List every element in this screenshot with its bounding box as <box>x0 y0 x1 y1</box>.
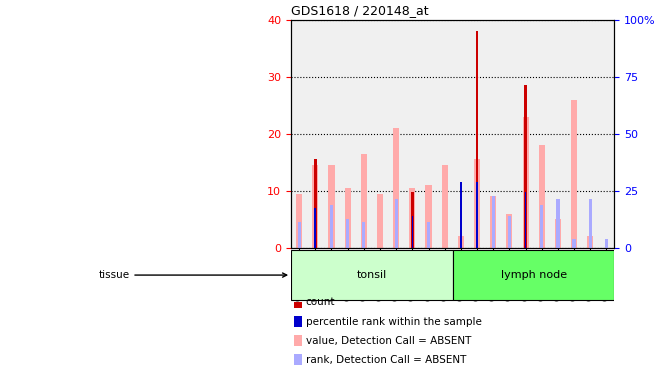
Bar <box>605 239 608 248</box>
Bar <box>490 196 496 248</box>
Bar <box>314 202 317 248</box>
Bar <box>362 222 366 248</box>
Bar <box>294 335 302 346</box>
Bar <box>346 219 349 248</box>
Text: rank, Detection Call = ABSENT: rank, Detection Call = ABSENT <box>306 355 466 365</box>
Bar <box>442 165 447 248</box>
Bar <box>315 208 316 248</box>
Bar <box>294 297 302 308</box>
Bar <box>312 165 318 248</box>
Bar <box>525 192 526 248</box>
Bar <box>474 159 480 248</box>
Bar <box>345 188 350 248</box>
Bar <box>524 202 527 248</box>
Bar <box>571 99 577 248</box>
Bar <box>427 222 430 248</box>
Bar <box>393 128 399 248</box>
Text: GDS1618 / 220148_at: GDS1618 / 220148_at <box>291 4 428 17</box>
Bar <box>298 222 301 248</box>
Bar <box>411 219 414 248</box>
Bar <box>412 216 413 248</box>
Bar <box>572 239 576 248</box>
Bar <box>294 316 302 327</box>
Bar <box>411 192 414 248</box>
Bar <box>294 354 302 365</box>
Text: tissue: tissue <box>98 270 286 280</box>
Bar <box>476 31 478 248</box>
Text: tonsil: tonsil <box>357 270 387 280</box>
FancyBboxPatch shape <box>453 251 614 300</box>
Bar <box>587 236 593 248</box>
Bar <box>458 236 464 248</box>
Bar <box>556 199 560 248</box>
FancyBboxPatch shape <box>291 251 453 300</box>
Bar <box>314 159 317 248</box>
Bar <box>377 194 383 248</box>
Bar <box>395 199 398 248</box>
Bar <box>460 182 461 248</box>
Bar <box>539 145 544 248</box>
Text: count: count <box>306 297 335 307</box>
Bar <box>540 205 543 248</box>
Bar <box>409 188 415 248</box>
Text: value, Detection Call = ABSENT: value, Detection Call = ABSENT <box>306 336 471 346</box>
Bar <box>330 205 333 248</box>
Text: lymph node: lymph node <box>500 270 567 280</box>
Bar <box>506 213 512 248</box>
Text: percentile rank within the sample: percentile rank within the sample <box>306 316 482 327</box>
Bar <box>361 154 367 248</box>
Bar <box>508 216 511 248</box>
Bar <box>426 185 432 248</box>
Bar <box>477 182 478 248</box>
Bar <box>524 85 527 248</box>
Bar <box>492 196 495 248</box>
Bar <box>329 165 335 248</box>
Bar <box>523 117 529 248</box>
Bar <box>589 199 592 248</box>
Bar <box>296 194 302 248</box>
Bar <box>555 219 561 248</box>
